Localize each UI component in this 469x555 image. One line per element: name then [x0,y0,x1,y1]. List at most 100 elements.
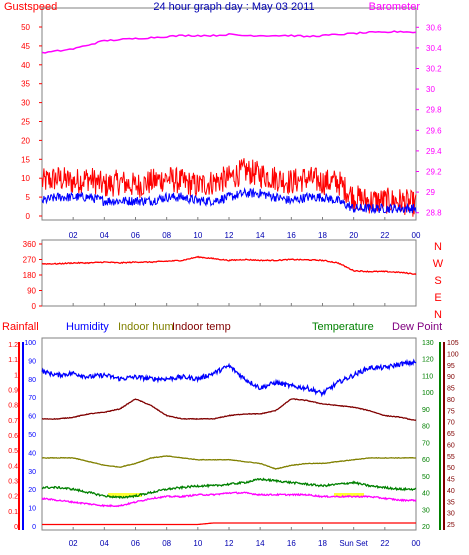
baro-tick-label: 29.4 [426,147,442,156]
dew-tick-label: 30 [447,511,455,518]
rain-tick-label: 0.3 [8,479,18,486]
temp-tick-label: 130 [422,340,434,347]
humidity-tick-label: 60 [28,414,36,421]
gust-tick-label: 5 [26,193,31,202]
dew-tick-label: 85 [447,386,455,393]
gust-tick-label: 35 [21,80,30,89]
dew-tick-label: 100 [447,351,459,358]
panel2-frame [41,239,417,307]
dir-tick-label: 90 [27,287,36,296]
dew-tick-label: 25 [447,522,455,529]
p1-x-tick-label: 16 [287,231,296,240]
legend-label: Temperature [312,321,374,333]
dew-tick-label: 65 [447,431,455,438]
gust-tick-label: 10 [21,174,30,183]
baro-tick-label: 30.6 [426,23,442,32]
compass-label: W [433,258,444,270]
dew-tick-label: 90 [447,374,455,381]
humidity-tick-label: 10 [28,506,36,513]
panel1-frame [41,7,417,221]
legend-label: Indoor hum [118,321,174,333]
p3-x-tick-label: 00 [412,539,421,548]
rain-tick-label: 0.2 [8,494,18,501]
p1-x-tick-label: 10 [193,231,202,240]
dir-tick-label: 270 [23,256,37,265]
rain-tick-label: 0.6 [8,433,18,440]
dir-tick-label: 0 [32,302,37,311]
highlight-mark [108,493,142,497]
humidity-tick-label: 90 [28,358,36,365]
rain-tick-label: 0.9 [8,388,18,395]
rain-tick-label: 0.1 [8,509,18,516]
dew-tick-label: 45 [447,477,455,484]
humidity-tick-label: 40 [28,450,36,457]
series-line-windspeed [41,186,417,215]
series-line-barometer [41,30,417,54]
baro-tick-label: 30 [426,85,435,94]
humidity-tick-label: 100 [24,340,36,347]
baro-tick-label: 29.6 [426,126,442,135]
baro-tick-label: 28.8 [426,209,442,218]
legend-label: Humidity [66,321,109,333]
p1-x-tick-label: 02 [69,231,78,240]
gust-tick-label: 45 [21,42,30,51]
temp-tick-label: 50 [422,474,430,481]
rain-tick-label: 0 [14,524,18,531]
gust-tick-label: 0 [26,212,31,221]
dew-tick-label: 60 [447,442,455,449]
dir-tick-label: 360 [23,240,37,249]
temp-tick-label: 80 [422,424,430,431]
gust-tick-label: 20 [21,136,30,145]
dew-tick-label: 95 [447,363,455,370]
p3-x-tick-label: 16 [287,539,296,548]
chart-title: 24 hour graph day : May 03 2011 [153,1,314,13]
humidity-tick-label: 30 [28,469,36,476]
temp-tick-label: 100 [422,390,434,397]
series-line-rainfall [42,522,416,526]
gust-tick-label: 40 [21,61,30,70]
rain-tick-label: 1 [14,372,18,379]
p1-x-tick-label: 12 [225,231,234,240]
p3-x-tick-label: 02 [69,539,78,548]
dir-tick-label: 180 [23,271,37,280]
p3-x-tick-label: 12 [225,539,234,548]
compass-label: N [434,241,442,253]
dew-tick-label: 55 [447,454,455,461]
dew-tick-label: 70 [447,420,455,427]
p1-x-tick-label: 18 [318,231,327,240]
p3-x-tick-label: 10 [193,539,202,548]
compass-label: E [434,292,441,304]
compass-label: N [434,309,442,321]
humidity-tick-label: 80 [28,377,36,384]
series-line-wind-direction [41,255,417,276]
temp-tick-label: 90 [422,407,430,414]
dew-tick-label: 40 [447,488,455,495]
temp-tick-label: 30 [422,507,430,514]
p3-x-tick-label: 08 [162,539,171,548]
temp-tick-label: 110 [422,373,433,380]
baro-tick-label: 30.2 [426,65,442,74]
temp-tick-label: 20 [422,524,430,531]
gust-tick-label: 30 [21,99,30,108]
compass-label: S [434,275,441,287]
p3-x-tick-label: 06 [131,539,140,548]
series-line-indoor-temp [42,398,417,421]
temp-tick-label: 40 [422,491,430,498]
dew-tick-label: 105 [447,340,459,347]
humidity-tick-label: 0 [32,524,36,531]
baro-tick-label: 29.2 [426,168,442,177]
series-line-temperature [41,477,417,500]
barometer-label: Barometer [369,1,421,13]
temp-tick-label: 70 [422,440,430,447]
rain-tick-label: 0.8 [8,403,18,410]
p1-x-tick-label: 08 [162,231,171,240]
p1-x-tick-label: 22 [380,231,389,240]
legend-label: Dew Point [392,321,442,333]
p1-x-tick-label: 06 [131,231,140,240]
rain-tick-label: 0.7 [8,418,18,425]
highlight-mark [334,493,364,497]
p3-x-tick-label: 18 [318,539,327,548]
humidity-tick-label: 20 [28,487,36,494]
legend-label: Indoor temp [172,321,231,333]
gustspeed-label: Gustspeed [4,1,57,13]
